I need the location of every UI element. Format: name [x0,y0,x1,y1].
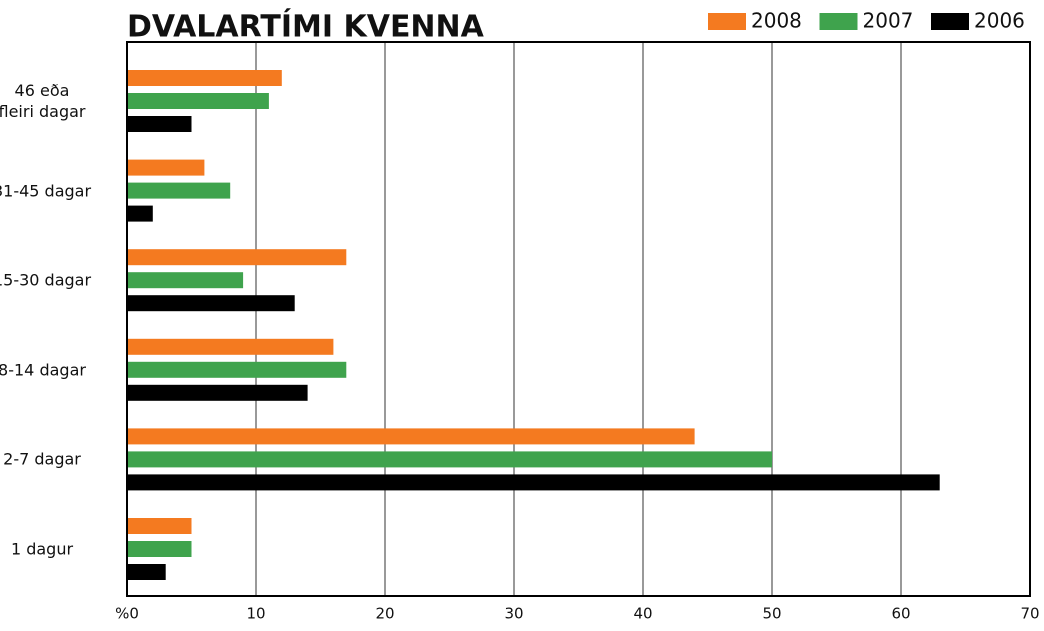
x-tick-label: 20 [375,605,394,623]
legend-swatch [708,13,746,30]
bar [127,428,695,445]
bar [127,205,153,222]
bar [127,564,166,580]
legend-swatch [819,13,858,30]
legend-label: 2008 [751,9,802,33]
bar [127,116,192,132]
plot-border [126,41,1031,597]
bar [127,182,231,199]
x-tick-label: 30 [504,605,523,623]
y-tick-label: 31-45 dagar [0,181,92,201]
legend-label: 2007 [863,9,914,33]
bar [127,338,334,355]
bar [127,518,192,534]
bar [127,249,347,266]
x-tick-label: 10 [246,605,265,623]
bar [127,541,192,557]
bar [127,474,940,491]
bar [127,361,347,378]
x-tick-label: 50 [762,605,781,623]
bar [127,93,269,109]
chart-title: DVALARTÍMI KVENNA [127,9,485,45]
x-tick-label: %0 [115,605,139,623]
x-tick-label: 40 [633,605,652,623]
bar [127,295,295,312]
y-tick-label: 15-30 dagar [0,270,92,290]
bar [127,384,308,401]
y-tick-label: 46 eða fleiri dagar [0,81,86,121]
bar [127,159,205,176]
bar [127,272,244,289]
x-tick-label: 70 [1020,605,1039,623]
y-tick-label: 2-7 dagar [3,449,81,469]
legend-label: 2006 [974,9,1025,33]
legend-swatch [931,13,969,30]
bar [127,451,772,468]
bar [127,70,282,86]
y-tick-label: 8-14 dagar [0,360,86,380]
x-tick-label: 60 [891,605,910,623]
y-tick-label: 1 dagur [10,539,74,559]
